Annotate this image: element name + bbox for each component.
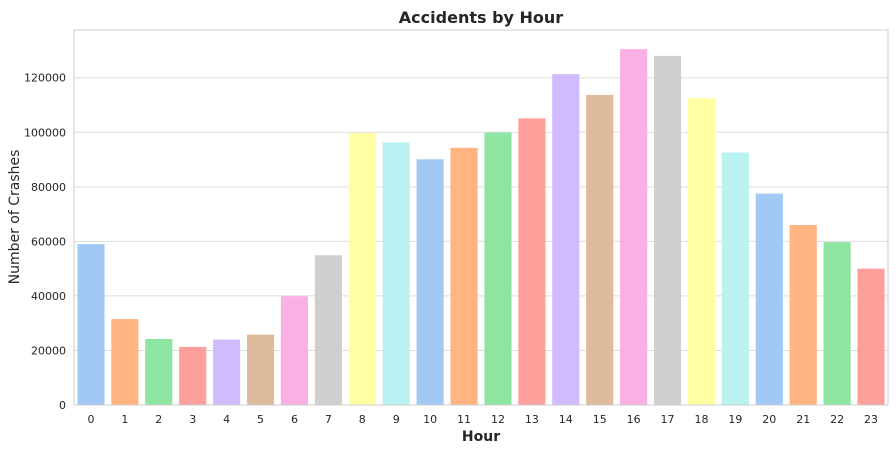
x-tick-label: 11 (457, 413, 471, 426)
bar-hour-22 (823, 242, 851, 405)
x-axis-label: Hour (462, 429, 500, 445)
bar-hour-20 (755, 193, 783, 405)
x-tick-label: 1 (121, 413, 128, 426)
x-tick-label: 20 (762, 413, 776, 426)
x-tick-label: 14 (559, 413, 573, 426)
x-tick-label: 21 (796, 413, 810, 426)
y-tick-label: 20000 (31, 344, 66, 357)
bar-hour-11 (450, 147, 478, 405)
x-tick-label: 17 (661, 413, 675, 426)
x-tick-label: 5 (257, 413, 264, 426)
bar-hour-6 (280, 296, 309, 405)
x-tick-label: 9 (393, 413, 400, 426)
bar-hour-14 (552, 74, 580, 405)
bar-hour-16 (620, 49, 648, 405)
bar-hour-21 (789, 225, 817, 405)
x-tick-label: 7 (325, 413, 332, 426)
bar-hour-15 (586, 94, 614, 405)
y-axis-label: Number of Crashes (7, 150, 23, 285)
y-tick-label: 80000 (31, 181, 66, 194)
chart-title: Accidents by Hour (399, 8, 564, 27)
x-tick-label: 13 (525, 413, 539, 426)
bar-hour-18 (687, 98, 716, 405)
x-tick-label: 0 (87, 413, 94, 426)
x-tick-label: 15 (593, 413, 607, 426)
x-tick-label: 2 (155, 413, 162, 426)
x-tick-label: 23 (864, 413, 878, 426)
bars (77, 49, 885, 406)
bar-hour-3 (179, 346, 207, 405)
x-tick-label: 6 (291, 413, 298, 426)
x-tick-label: 18 (694, 413, 708, 426)
x-tick-label: 3 (189, 413, 196, 426)
y-tick-label: 40000 (31, 290, 66, 303)
bar-hour-2 (145, 339, 173, 405)
y-tick-label: 100000 (24, 126, 66, 139)
bar-hour-7 (314, 255, 342, 405)
x-tick-label: 12 (491, 413, 505, 426)
bar-hour-23 (857, 268, 885, 405)
bar-hour-12 (484, 132, 512, 405)
y-tick-label: 60000 (31, 235, 66, 248)
y-tick-label: 120000 (24, 72, 66, 85)
x-tick-labels: 0 1 2 3 4 5 6 7 8 9 10 11 12 13 14 15 16 17 18 19 20 21 22 23 (87, 413, 878, 426)
x-tick-label: 22 (830, 413, 844, 426)
bar-hour-13 (518, 118, 546, 405)
bar-hour-1 (111, 319, 139, 405)
bar-hour-4 (213, 339, 241, 405)
bar-hour-9 (382, 142, 410, 405)
bar-hour-0 (77, 244, 105, 405)
x-tick-label: 10 (423, 413, 437, 426)
bar-hour-8 (348, 133, 376, 405)
bar-hour-19 (721, 152, 749, 405)
bar-hour-5 (246, 334, 275, 405)
plot-frame (73, 29, 889, 406)
bar-hour-17 (653, 55, 682, 406)
bar-hour-10 (416, 159, 444, 405)
x-tick-label: 4 (223, 413, 230, 426)
x-tick-label: 16 (627, 413, 641, 426)
x-tick-label: 8 (359, 413, 366, 426)
x-tick-label: 19 (728, 413, 742, 426)
y-tick-labels: 0 20000 40000 60000 80000 100000 120000 (24, 72, 66, 412)
y-tick-label: 0 (59, 399, 66, 412)
